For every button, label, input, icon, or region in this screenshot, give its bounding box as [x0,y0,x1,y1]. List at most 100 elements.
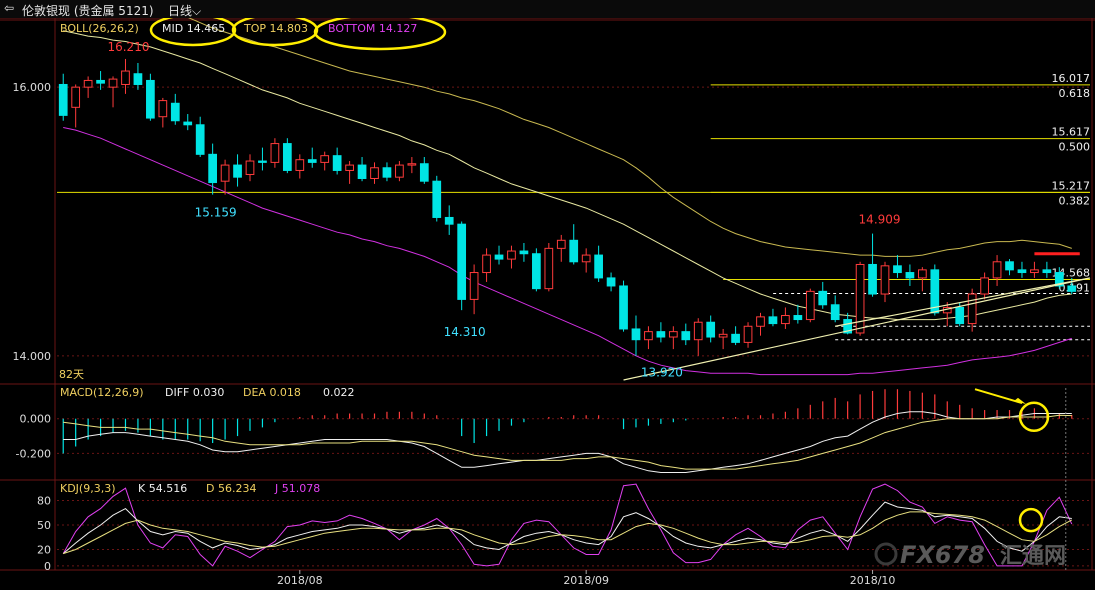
candle-body [170,102,180,122]
candle-body [693,321,703,341]
chart-canvas: 16.000 14.000 0.000 -0.200 80 50 20 0 2018/08 201… [0,18,1095,587]
candle-body [195,124,205,155]
candle-body [482,254,491,274]
candle-body [544,247,554,290]
candle-body [370,167,379,180]
candle-body [432,180,442,218]
fibonacci-levels: 16.0170.61815.6170.50015.2170.38214.5680… [57,72,1091,341]
candle-body [793,315,803,321]
low-annotation-3: 13.920 [641,366,683,380]
candle-body [1017,269,1027,274]
candle-body [930,269,940,314]
high-annotation-2: 14.909 [859,213,901,227]
candle-body [805,290,815,321]
candle-body [332,155,342,171]
candle-body [843,319,853,334]
boll-mid-label: MID 14.465 [162,22,225,35]
kdj-j-label: J 51.078 [274,482,320,495]
candle-body [668,331,678,338]
back-arrow-icon[interactable]: ⇦ [4,1,15,15]
candle-body [569,239,579,263]
kdj-tick-label: 20 [37,544,51,557]
candle-body [245,160,255,175]
candle-body [781,315,790,325]
kdj-tick-label: 80 [37,494,51,507]
kdj-k-label: K 54.516 [138,482,187,495]
days-label: 82天 [59,368,84,381]
candle-body [743,325,753,343]
candle-body [1030,269,1039,274]
boll-indicator-label: BOLL(26,26,2) [60,22,139,35]
macd-dea-line [63,414,1072,470]
fib-ratio-label: 0.382 [1059,194,1091,207]
candle-body [581,254,591,263]
arrow-head-icon [1014,397,1026,404]
uptrend-line-2 [835,277,1091,327]
macd-diff-line [63,411,1072,473]
candle-body [345,164,354,171]
boll-bands [63,18,1072,376]
candle-body [992,261,1002,279]
candle-body [96,79,105,84]
boll-top-label: TOP 14.803 [243,22,308,35]
mid-highlight-ellipse [149,18,237,47]
candle-body [594,254,603,279]
candle-body [233,164,242,178]
watermark-cn-text: 汇通网 [1000,544,1066,569]
candle-body [519,250,529,255]
candle-body [395,164,404,178]
fib-ratio-label: 0.618 [1059,87,1091,100]
candle-body [270,143,280,163]
high-annotation: 16.210 [107,40,149,54]
kdj-panel [62,388,1073,570]
candle-body [71,86,81,108]
period-selector[interactable]: 日线⌵ [168,2,201,19]
candle-body [893,265,902,274]
candle-body [407,163,417,166]
macd-arrow-line [974,388,1023,405]
candle-body [444,216,454,225]
candle-body [768,316,778,325]
candle-body [967,293,977,325]
boll-top-line [188,18,1072,257]
candle-body [631,328,641,341]
macd-highlight-circle [1018,401,1050,432]
grid-lines: 16.000 14.000 0.000 -0.200 80 50 20 0 2018/08 201… [0,18,1095,587]
boll-bottom-label: BOTTOM 14.127 [328,22,417,35]
candle-body [556,239,566,249]
fib-price-label: 15.217 [1052,179,1091,192]
fib-price-label: 15.617 [1052,126,1091,139]
candle-body [507,250,516,260]
candle-body [868,263,877,295]
candle-body [905,272,915,279]
price-tick-label: 16.000 [13,81,52,94]
macd-value-label: 0.022 [323,386,355,399]
x-tick-label: 2018/09 [563,574,609,587]
candle-body [619,285,628,330]
candle-body [220,164,230,182]
candle-body [382,167,392,178]
price-tick-label: 14.000 [13,350,52,363]
bottom-highlight-ellipse [313,18,447,51]
candle-body [121,70,130,85]
candle-body [146,79,155,119]
candle-body [980,277,989,295]
x-tick-label: 2018/08 [277,574,323,587]
fib-price-label: 16.017 [1052,72,1091,85]
kdj-tick-label: 0 [44,560,51,573]
candle-body [158,100,168,118]
macd-diff-label: DIFF 0.030 [165,386,224,399]
macd-tick-label: 0.000 [20,413,52,426]
candle-body [307,159,317,163]
candle-body [83,79,93,88]
candle-body [208,153,218,184]
candle-body [183,121,193,126]
candle-body [756,316,765,327]
macd-dea-label: DEA 0.018 [243,386,301,399]
uptrend-line [623,277,1091,381]
macd-tick-label: -0.200 [16,447,51,460]
candlesticks [58,58,1077,356]
candle-body [469,272,479,300]
candle-body [282,143,292,171]
candle-body [1067,285,1077,292]
